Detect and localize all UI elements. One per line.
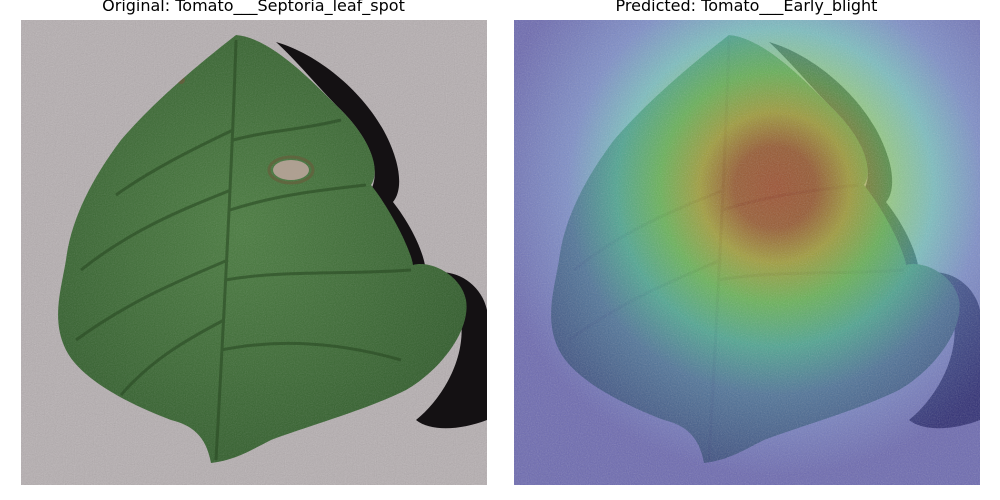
original-leaf-photo — [21, 20, 487, 485]
heatmap-overlay-image — [514, 20, 980, 485]
original-panel-title: Original: Tomato___Septoria_leaf_spot — [102, 0, 405, 15]
original-leaf-image — [21, 20, 487, 485]
predicted-panel-title: Predicted: Tomato___Early_blight — [615, 0, 878, 15]
heatmap-overlay — [514, 20, 980, 485]
